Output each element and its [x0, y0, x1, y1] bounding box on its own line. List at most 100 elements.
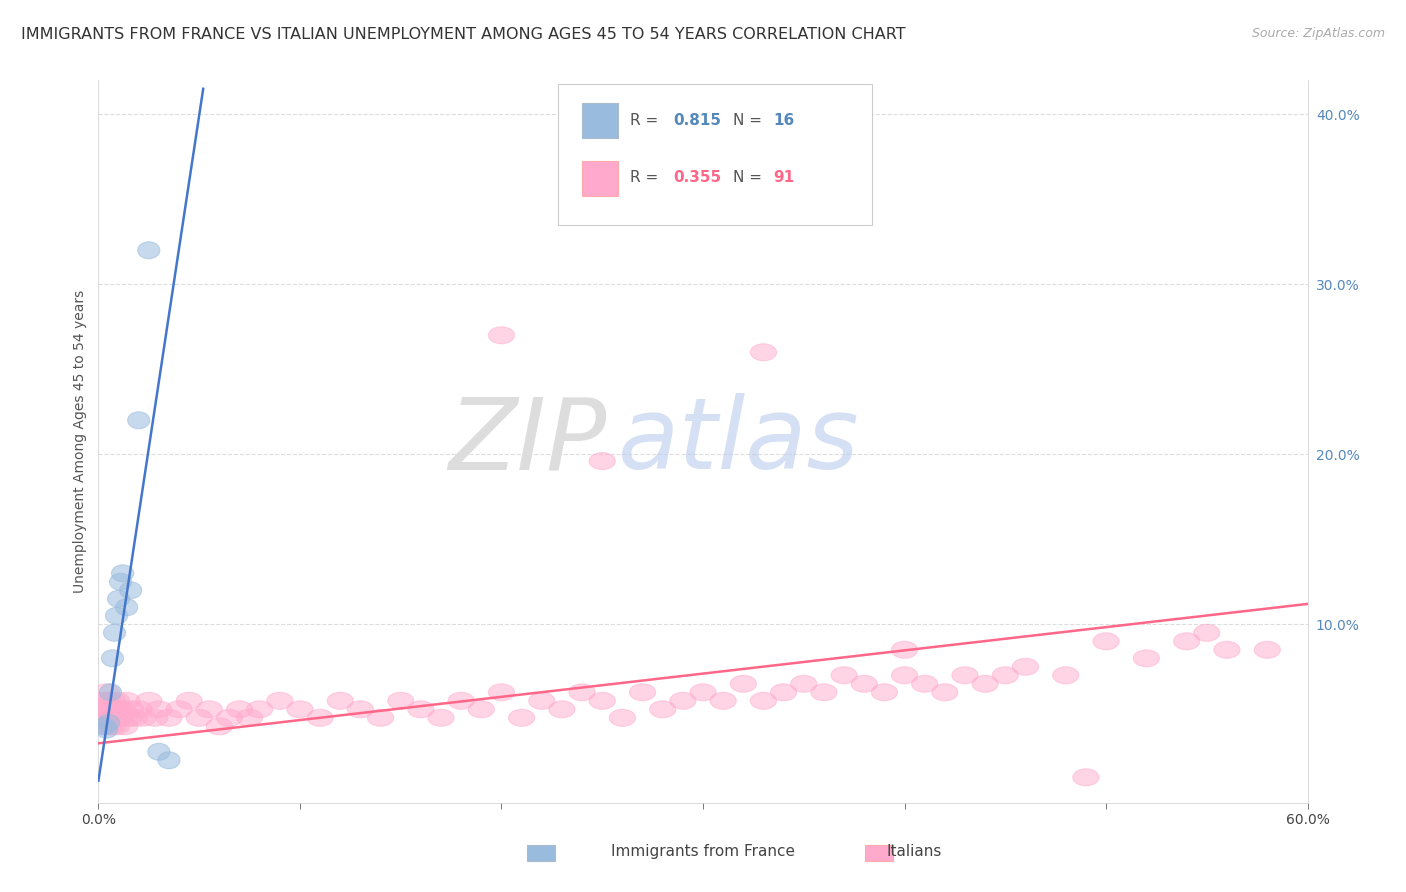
- Ellipse shape: [811, 684, 837, 701]
- Text: 91: 91: [773, 170, 794, 186]
- Ellipse shape: [120, 582, 142, 599]
- Ellipse shape: [609, 709, 636, 726]
- Ellipse shape: [932, 684, 957, 701]
- Ellipse shape: [100, 692, 125, 709]
- Ellipse shape: [236, 709, 263, 726]
- Ellipse shape: [488, 684, 515, 701]
- Text: Source: ZipAtlas.com: Source: ZipAtlas.com: [1251, 27, 1385, 40]
- Ellipse shape: [197, 701, 222, 718]
- Ellipse shape: [972, 675, 998, 692]
- Ellipse shape: [367, 709, 394, 726]
- Ellipse shape: [347, 701, 374, 718]
- Ellipse shape: [408, 701, 434, 718]
- Ellipse shape: [548, 701, 575, 718]
- Ellipse shape: [488, 326, 515, 343]
- Ellipse shape: [156, 709, 181, 726]
- Ellipse shape: [91, 692, 118, 709]
- Ellipse shape: [101, 649, 124, 667]
- Ellipse shape: [669, 692, 696, 709]
- Ellipse shape: [115, 709, 142, 726]
- Ellipse shape: [427, 709, 454, 726]
- Text: N =: N =: [734, 112, 768, 128]
- Ellipse shape: [90, 709, 115, 726]
- Ellipse shape: [111, 565, 134, 582]
- Ellipse shape: [1053, 667, 1078, 684]
- Ellipse shape: [96, 722, 118, 739]
- FancyBboxPatch shape: [558, 84, 872, 225]
- Ellipse shape: [690, 684, 716, 701]
- FancyBboxPatch shape: [582, 161, 619, 196]
- Ellipse shape: [589, 692, 616, 709]
- Ellipse shape: [328, 692, 353, 709]
- Ellipse shape: [97, 701, 124, 718]
- Ellipse shape: [107, 709, 134, 726]
- Ellipse shape: [129, 709, 156, 726]
- Text: ZIP: ZIP: [449, 393, 606, 490]
- Text: atlas: atlas: [619, 393, 860, 490]
- Ellipse shape: [157, 752, 180, 769]
- Ellipse shape: [110, 574, 132, 591]
- Ellipse shape: [93, 709, 120, 726]
- Ellipse shape: [91, 718, 118, 735]
- Ellipse shape: [96, 692, 121, 709]
- Ellipse shape: [690, 191, 716, 208]
- Ellipse shape: [246, 701, 273, 718]
- Text: Immigrants from France: Immigrants from France: [612, 845, 794, 859]
- Ellipse shape: [176, 692, 202, 709]
- Ellipse shape: [118, 701, 143, 718]
- Ellipse shape: [891, 641, 918, 658]
- Ellipse shape: [1254, 641, 1281, 658]
- Ellipse shape: [166, 701, 193, 718]
- Ellipse shape: [1073, 769, 1099, 786]
- Ellipse shape: [267, 692, 292, 709]
- Ellipse shape: [952, 667, 979, 684]
- Y-axis label: Unemployment Among Ages 45 to 54 years: Unemployment Among Ages 45 to 54 years: [73, 290, 87, 593]
- Ellipse shape: [148, 743, 170, 760]
- Ellipse shape: [1012, 658, 1039, 675]
- Ellipse shape: [751, 692, 776, 709]
- Ellipse shape: [114, 692, 139, 709]
- Ellipse shape: [105, 701, 132, 718]
- FancyBboxPatch shape: [582, 103, 619, 138]
- Ellipse shape: [650, 701, 676, 718]
- Ellipse shape: [93, 684, 120, 701]
- Ellipse shape: [105, 709, 132, 726]
- Text: 0.815: 0.815: [673, 112, 721, 128]
- Ellipse shape: [226, 701, 253, 718]
- Ellipse shape: [730, 675, 756, 692]
- Ellipse shape: [136, 692, 162, 709]
- Ellipse shape: [449, 692, 474, 709]
- Ellipse shape: [891, 667, 918, 684]
- Ellipse shape: [307, 709, 333, 726]
- Ellipse shape: [1092, 632, 1119, 649]
- Ellipse shape: [138, 242, 160, 259]
- Ellipse shape: [790, 675, 817, 692]
- Ellipse shape: [101, 709, 128, 726]
- Ellipse shape: [186, 709, 212, 726]
- Text: N =: N =: [734, 170, 768, 186]
- Ellipse shape: [911, 675, 938, 692]
- Ellipse shape: [111, 718, 138, 735]
- Ellipse shape: [146, 701, 172, 718]
- Ellipse shape: [96, 718, 121, 735]
- Ellipse shape: [770, 684, 797, 701]
- Ellipse shape: [115, 599, 138, 615]
- Text: 0.355: 0.355: [673, 170, 721, 186]
- Ellipse shape: [93, 718, 115, 735]
- Ellipse shape: [128, 412, 150, 429]
- Text: Italians: Italians: [886, 845, 942, 859]
- Ellipse shape: [993, 667, 1018, 684]
- Ellipse shape: [589, 452, 616, 469]
- Ellipse shape: [1133, 649, 1160, 667]
- Ellipse shape: [107, 591, 129, 607]
- Text: R =: R =: [630, 112, 664, 128]
- Ellipse shape: [97, 709, 124, 726]
- Ellipse shape: [217, 709, 242, 726]
- Ellipse shape: [104, 692, 129, 709]
- Ellipse shape: [388, 692, 413, 709]
- Ellipse shape: [1213, 641, 1240, 658]
- Ellipse shape: [569, 684, 595, 701]
- Ellipse shape: [104, 718, 129, 735]
- Ellipse shape: [100, 684, 121, 701]
- Ellipse shape: [831, 667, 858, 684]
